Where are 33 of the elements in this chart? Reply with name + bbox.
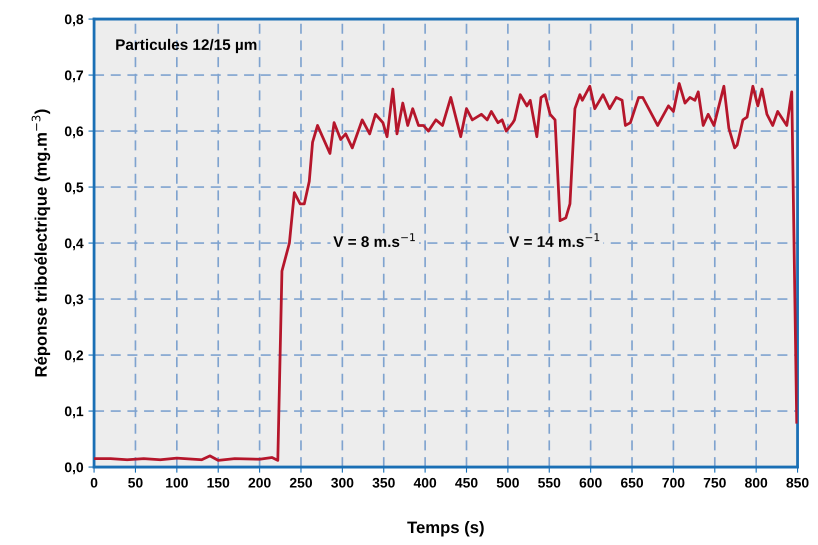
x-tick-label: 450 [455, 478, 478, 488]
y-tick-label: 0,5 [64, 182, 84, 194]
annotation: Particules 12/15 µm [116, 38, 256, 54]
y-tick-label: 0,2 [64, 350, 84, 362]
x-axis-title: Temps (s) [407, 520, 484, 537]
x-tick-label: 600 [580, 478, 602, 488]
x-tick-label: 150 [208, 478, 230, 488]
x-tick-label: 850 [786, 478, 809, 488]
y-tick-label: 0,6 [64, 126, 84, 138]
x-tick-label: 300 [331, 478, 354, 488]
x-tick-label: 650 [620, 478, 644, 488]
x-tick-label: 200 [248, 478, 271, 488]
x-tick-label: 0 [90, 478, 98, 488]
x-tick-label: 350 [372, 478, 395, 488]
y-tick-label: 0,4 [64, 238, 84, 250]
y-tick-label: 0,7 [64, 70, 84, 82]
line-series [94, 82, 798, 462]
annotation: V = 14 m.s$^{−1}$ [509, 233, 600, 248]
x-tick-label: 500 [496, 478, 519, 488]
x-tick-label: 100 [166, 478, 188, 488]
x-tick-label: 750 [704, 478, 726, 488]
x-tick-label: 550 [538, 478, 560, 488]
x-tick-label: 250 [290, 478, 312, 488]
x-tick-label: 400 [414, 478, 436, 488]
y-tick-label: 0,3 [64, 294, 84, 306]
y-tick-label: 0,0 [64, 462, 84, 474]
x-tick-label: 800 [745, 478, 768, 488]
y-tick-label: 0,1 [64, 406, 84, 418]
y-tick-label: 0,8 [64, 14, 84, 26]
x-tick-label: 700 [662, 478, 684, 488]
annotation: V = 8 m.s$^{−1}$ [333, 233, 415, 248]
x-tick-label: 50 [128, 478, 143, 488]
y-axis-title: Réponse triboélectrique (mg.m$^{−3}$) [32, 110, 50, 376]
